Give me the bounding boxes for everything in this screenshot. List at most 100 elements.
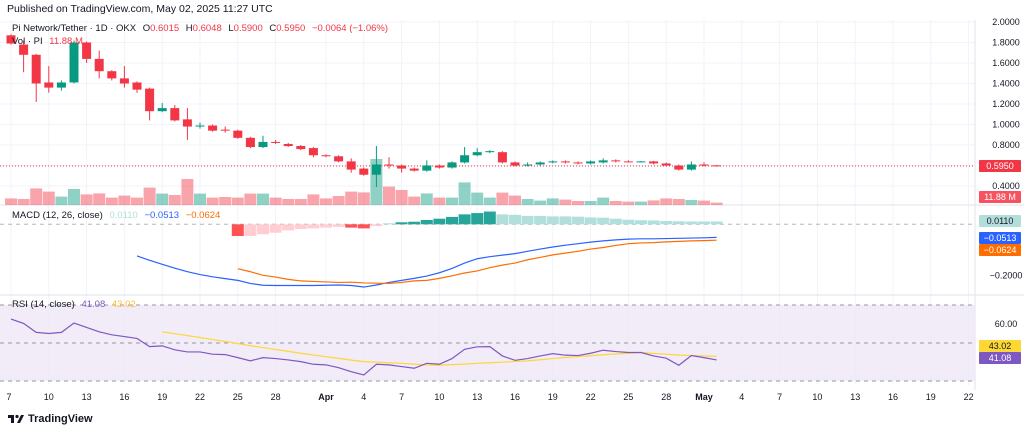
macd-histogram-bar	[534, 215, 547, 225]
candle-body	[485, 151, 495, 153]
price-tick-label: 0.8000	[992, 140, 1020, 150]
x-axis-label: 25	[623, 392, 633, 402]
volume-bar	[609, 201, 622, 205]
candle-body	[510, 162, 520, 166]
candle-body	[447, 162, 457, 168]
volume-bar	[496, 192, 509, 205]
candle-body	[434, 165, 444, 168]
rsi-value: 41.08	[81, 299, 106, 310]
x-axis-label: 4	[739, 392, 744, 402]
macd-hist-badge-bg	[979, 215, 1021, 227]
macd-histogram-bar	[483, 211, 496, 225]
symbol-title[interactable]: Pi Network/Tether · 1D · OKX	[12, 23, 137, 34]
price-tick-label: 1.8000	[992, 38, 1020, 48]
volume-bar	[546, 198, 559, 205]
candle-body	[119, 78, 129, 84]
price-tick-label: 2.0000	[992, 17, 1020, 27]
volume-bar	[572, 201, 584, 205]
rsi-ma-badge-bg	[979, 340, 1021, 352]
candle-body	[56, 82, 66, 88]
x-axis-label: Apr	[318, 392, 334, 402]
volume-bar	[420, 193, 433, 205]
volume-bar	[93, 193, 106, 205]
candle-body	[359, 168, 369, 175]
volume-legend: Vol · PI 11.88 M	[12, 36, 87, 47]
candle-body	[69, 42, 79, 83]
macd-signal-value: −0.0624	[185, 210, 221, 221]
macd-histogram-bar	[294, 224, 307, 229]
macd-histogram-bar	[231, 224, 244, 237]
tradingview-logo-text: TradingView	[28, 413, 93, 425]
macd-histogram-bar	[408, 221, 421, 225]
volume-bar	[17, 199, 30, 205]
candle-body	[271, 141, 281, 143]
x-axis-label: May	[695, 392, 713, 402]
volume-bar	[118, 195, 131, 205]
candle-body	[82, 42, 92, 59]
x-axis-label: 16	[119, 392, 129, 402]
candle-body	[598, 160, 608, 163]
macd-histogram-bar	[357, 224, 370, 229]
candle-body	[384, 164, 394, 166]
rsi-line	[10, 318, 717, 376]
macd-histogram-bar	[559, 216, 572, 225]
volume-bar	[647, 200, 660, 205]
volume-bar	[471, 192, 484, 205]
candle-body	[422, 165, 432, 171]
rsi-label[interactable]: RSI (14, close)	[12, 299, 75, 310]
x-axis-label: 10	[434, 392, 444, 402]
x-axis-label: 7	[777, 392, 782, 402]
macd-histogram-bar	[710, 221, 723, 225]
volume-bar	[345, 191, 358, 205]
price-tick-label: 1.6000	[992, 58, 1020, 68]
volume-bar	[698, 200, 710, 205]
volume-bar	[206, 197, 219, 205]
volume-bar	[168, 195, 181, 205]
x-axis-label: 13	[472, 392, 482, 402]
close-value: 0.5950	[276, 23, 306, 34]
macd-histogram-bar	[685, 221, 698, 225]
macd-line	[136, 236, 717, 288]
volume-bar	[458, 182, 471, 205]
x-axis-label: 7	[6, 392, 11, 402]
macd-histogram-bar	[332, 224, 345, 227]
candle-body	[497, 152, 507, 163]
volume-bar	[105, 197, 118, 205]
volume-bar	[131, 197, 143, 205]
candle-body	[686, 164, 696, 170]
macd-label[interactable]: MACD (12, 26, close)	[12, 210, 103, 221]
candle-body	[170, 108, 180, 121]
x-axis-label: 16	[510, 392, 520, 402]
macd-hist-badge: 0.0110	[987, 216, 1014, 226]
macd-histogram-bar	[282, 224, 295, 231]
volume-bar	[55, 196, 68, 205]
price-tick-label: 1.0000	[992, 120, 1020, 130]
tradingview-logo[interactable]: TradingView	[8, 413, 93, 425]
volume-bar	[521, 199, 534, 205]
volume-bar	[559, 199, 572, 205]
macd-histogram-bar	[647, 220, 660, 225]
macd-histogram-bar	[420, 219, 433, 225]
x-axis-label: 28	[271, 392, 281, 402]
candle-body	[548, 161, 558, 163]
volume-label[interactable]: Vol · PI	[12, 36, 43, 47]
volume-bar	[219, 197, 232, 205]
macd-tick-label: −0.2000	[990, 270, 1023, 280]
macd-histogram-bar	[244, 224, 257, 237]
rsi-tick-label: 60.00	[995, 319, 1018, 329]
x-axis-label: 22	[195, 392, 205, 402]
x-axis-label: 7	[399, 392, 404, 402]
open-value: 0.6015	[150, 23, 180, 34]
candle-body	[334, 156, 344, 162]
macd-hist-value: 0.0110	[109, 210, 138, 221]
x-axis-label: 13	[850, 392, 860, 402]
volume-bar	[433, 197, 446, 205]
candle-body	[674, 165, 684, 170]
published-caption: Published on TradingView.com, May 02, 20…	[7, 3, 273, 15]
macd-histogram-bar	[471, 213, 484, 225]
macd-histogram-bar	[370, 224, 383, 227]
x-axis-label: 22	[964, 392, 974, 402]
macd-histogram-bar	[672, 221, 685, 225]
candle-body	[44, 82, 54, 88]
